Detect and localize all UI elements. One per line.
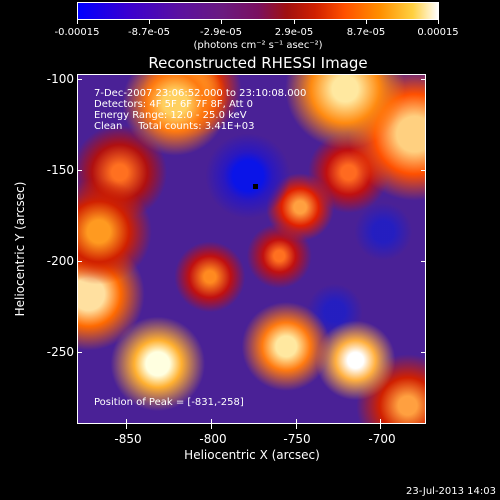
colorbar-tick — [366, 20, 367, 24]
peak-marker — [253, 184, 258, 189]
x-tick-label: -750 — [283, 432, 311, 446]
y-tick-label: -200 — [46, 254, 74, 268]
x-tick — [211, 424, 212, 429]
rhessi-image — [77, 74, 426, 424]
x-axis-label: Heliocentric X (arcsec) — [184, 448, 320, 462]
colorbar-tick — [221, 20, 222, 24]
info-clean-counts: Clean Total counts: 3.41E+03 — [94, 121, 255, 132]
colorbar-label: 0.00015 — [417, 27, 459, 38]
info-time-range: 7-Dec-2007 23:06:52.000 to 23:10:08.000 — [94, 88, 307, 99]
info-energy-range: Energy Range: 12.0 - 25.0 keV — [94, 110, 247, 121]
x-tick — [126, 424, 127, 429]
colorbar-label: 8.7e-05 — [346, 27, 386, 38]
y-tick — [77, 79, 82, 80]
colorbar-label: -0.00015 — [54, 27, 100, 38]
peak-position-label: Position of Peak = [-831,-258] — [94, 397, 244, 408]
colorbar-tick — [294, 20, 295, 24]
x-tick-label: -800 — [199, 432, 227, 446]
colorbar-label: -8.7e-05 — [128, 27, 170, 38]
y-tick-label: -250 — [46, 345, 74, 359]
x-tick-label: -850 — [114, 432, 142, 446]
plot-title: Reconstructed RHESSI Image — [148, 54, 368, 72]
y-tick-right — [421, 261, 426, 262]
timestamp: 23-Jul-2013 14:03 — [405, 486, 496, 497]
y-tick-right — [421, 79, 426, 80]
x-tick-inner — [126, 419, 127, 424]
colorbar-tick — [77, 20, 78, 24]
y-tick-right — [421, 170, 426, 171]
colorbar-tick — [149, 20, 150, 24]
x-tick — [380, 424, 381, 429]
x-tick-inner — [211, 419, 212, 424]
info-detectors: Detectors: 4F 5F 6F 7F 8F, Att 0 — [94, 99, 254, 110]
x-tick-inner — [380, 419, 381, 424]
x-tick — [296, 424, 297, 429]
y-axis-label: Heliocentric Y (arcsec) — [13, 181, 27, 317]
y-tick — [77, 170, 82, 171]
y-tick-label: -150 — [46, 163, 74, 177]
y-tick-label: -100 — [46, 72, 74, 86]
x-tick-inner — [296, 419, 297, 424]
y-tick — [77, 352, 82, 353]
colorbar-label: -2.9e-05 — [200, 27, 242, 38]
colorbar — [77, 2, 439, 20]
y-tick-right — [421, 352, 426, 353]
colorbar-tick — [438, 20, 439, 24]
colorbar-label: 2.9e-05 — [274, 27, 314, 38]
colorbar-units: (photons cm⁻² s⁻¹ asec⁻²) — [193, 40, 323, 51]
y-tick — [77, 261, 82, 262]
x-tick-label: -700 — [368, 432, 396, 446]
